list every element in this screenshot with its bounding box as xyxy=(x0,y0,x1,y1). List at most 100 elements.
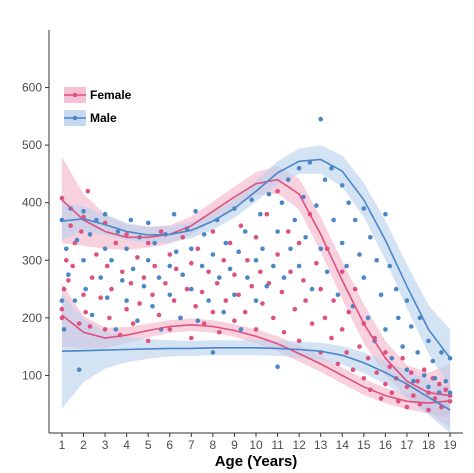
point-female xyxy=(173,266,179,272)
point-male xyxy=(383,327,388,332)
point-male xyxy=(387,263,393,269)
point-male xyxy=(365,315,371,321)
point-male xyxy=(266,191,272,197)
point-male xyxy=(393,286,399,292)
point-male xyxy=(173,249,179,254)
point-male xyxy=(195,318,201,324)
point-female xyxy=(104,263,110,269)
x-tick-label: 19 xyxy=(443,438,457,452)
point-female xyxy=(253,327,259,332)
band-male-upper xyxy=(61,145,451,387)
point-male xyxy=(221,309,226,315)
point-female xyxy=(76,321,82,326)
point-male xyxy=(115,229,121,234)
point-female xyxy=(260,301,265,306)
point-female xyxy=(404,404,410,410)
point-male xyxy=(72,298,78,303)
y-tick-label: 200 xyxy=(22,311,42,325)
point-male xyxy=(66,272,71,278)
point-male xyxy=(124,246,129,252)
x-tick-label: 14 xyxy=(336,438,350,452)
x-tick-label: 18 xyxy=(422,438,436,452)
point-female xyxy=(365,355,371,361)
point-female xyxy=(184,286,190,292)
point-female xyxy=(361,376,367,381)
point-female xyxy=(64,258,69,263)
point-female xyxy=(350,367,356,373)
point-female xyxy=(163,281,168,286)
point-female xyxy=(301,278,306,283)
point-male xyxy=(189,286,194,292)
point-male xyxy=(318,246,324,252)
point-female xyxy=(189,335,194,341)
legend-label-male: Male xyxy=(90,111,117,125)
point-female xyxy=(292,306,298,312)
point-male xyxy=(76,367,82,373)
point-male xyxy=(102,211,108,217)
fit-line-male-upper xyxy=(61,158,451,359)
point-female xyxy=(400,355,405,361)
point-male xyxy=(426,338,431,344)
point-male xyxy=(249,197,254,203)
point-female xyxy=(329,335,334,341)
point-male xyxy=(193,209,198,214)
x-tick-label: 10 xyxy=(249,438,263,452)
x-tick-label: 2 xyxy=(80,438,87,452)
y-tick-label: 600 xyxy=(22,81,42,95)
point-male xyxy=(309,286,315,292)
y-tick-label: 300 xyxy=(22,253,42,267)
point-male xyxy=(253,298,259,303)
point-male xyxy=(238,327,244,332)
y-tick-label: 400 xyxy=(22,196,42,210)
point-female xyxy=(352,286,358,292)
x-tick-label: 9 xyxy=(231,438,238,452)
point-female xyxy=(130,321,136,326)
point-female xyxy=(426,407,431,413)
point-male xyxy=(279,200,285,205)
point-female xyxy=(59,306,65,312)
point-female xyxy=(167,252,173,257)
point-male xyxy=(368,235,373,240)
point-male xyxy=(167,263,173,269)
point-female xyxy=(322,315,328,321)
point-female xyxy=(245,258,250,263)
fit-line-male-lower xyxy=(61,346,451,411)
point-male xyxy=(275,229,280,234)
point-male xyxy=(81,258,86,263)
point-male xyxy=(135,318,140,324)
point-female xyxy=(314,260,319,266)
point-male xyxy=(64,246,69,252)
point-male xyxy=(260,246,265,252)
point-male xyxy=(292,217,298,223)
point-male xyxy=(421,373,427,378)
point-male xyxy=(389,355,395,361)
point-male xyxy=(271,263,276,269)
point-female xyxy=(85,188,91,194)
point-female xyxy=(109,286,114,292)
point-female xyxy=(232,272,237,278)
point-male xyxy=(430,358,436,364)
point-female xyxy=(335,361,341,367)
point-female xyxy=(171,298,177,303)
point-female xyxy=(87,324,93,329)
point-male xyxy=(275,364,280,370)
point-female xyxy=(83,309,88,315)
legend-key-point-female xyxy=(72,92,78,98)
point-female xyxy=(227,240,233,246)
point-male xyxy=(374,258,380,263)
point-male xyxy=(318,116,324,122)
point-male xyxy=(324,269,330,275)
point-male xyxy=(344,263,349,269)
point-male xyxy=(303,235,308,240)
point-female xyxy=(107,315,112,321)
point-male xyxy=(167,292,173,298)
point-male xyxy=(87,232,93,237)
point-male xyxy=(152,240,157,246)
point-female xyxy=(120,269,125,275)
point-male xyxy=(432,376,438,381)
point-male xyxy=(439,350,444,355)
point-female xyxy=(331,298,336,303)
point-male xyxy=(361,206,367,211)
point-female xyxy=(286,229,291,234)
point-male xyxy=(411,378,416,384)
